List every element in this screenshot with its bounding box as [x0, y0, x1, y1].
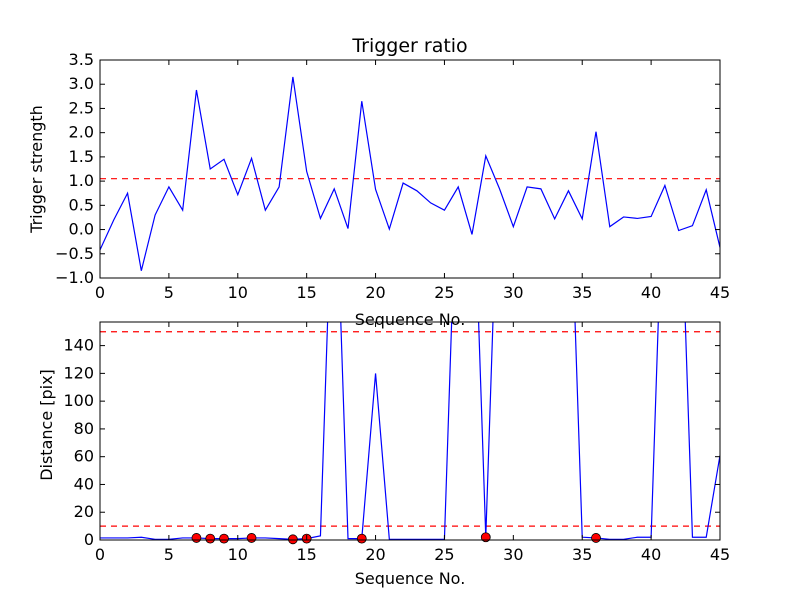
x-axis-ticks: 0 5 10 15 20 25 30 35 40 45 [95, 322, 730, 564]
x-tick-label: 15 [296, 283, 316, 302]
y-tick-label: 0 [84, 530, 94, 549]
series-line [100, 76, 720, 271]
x-tick-label: 40 [641, 545, 661, 564]
data-point-marker [591, 533, 601, 543]
x-tick-label: 15 [296, 545, 316, 564]
y-axis-ticks: 0 20 40 60 80 100 120 140 [63, 336, 720, 549]
y-tick-label: −1.0 [55, 268, 94, 287]
y-axis-label: Distance [pix] [37, 369, 56, 481]
y-tick-label: 2.0 [69, 123, 94, 142]
x-tick-label: 20 [365, 545, 385, 564]
data-point-marker [191, 533, 202, 543]
y-tick-label: 0.0 [69, 220, 94, 239]
series-group [100, 76, 720, 271]
x-axis-label: Sequence No. [355, 569, 466, 588]
y-tick-label: −0.5 [55, 244, 94, 263]
y-axis-ticks: −1.0 −0.5 0.0 0.5 1.0 1.5 2.0 2.5 3.0 3.5 [55, 50, 720, 287]
data-point-marker [205, 533, 216, 544]
x-tick-label: 45 [710, 545, 730, 564]
threshold-lines [100, 331, 720, 527]
x-tick-label: 35 [572, 283, 592, 302]
series-group [100, 322, 720, 540]
y-tick-label: 60 [74, 447, 94, 466]
x-tick-label: 35 [572, 545, 592, 564]
y-tick-label: 1.0 [69, 171, 94, 190]
y-tick-label: 80 [74, 419, 94, 438]
y-tick-label: 140 [63, 336, 94, 355]
y-tick-label: 1.5 [69, 147, 94, 166]
y-tick-label: 20 [74, 502, 94, 521]
y-tick-label: 3.5 [69, 50, 94, 69]
x-tick-label: 40 [641, 283, 661, 302]
data-point-marker [246, 533, 257, 543]
series-line [100, 322, 720, 540]
chart-title: Trigger ratio [351, 35, 467, 57]
x-tick-label: 30 [503, 283, 523, 302]
distance-chart: 0 5 10 15 20 25 30 35 40 45 0 20 40 60 80 100 120 140 Se… [37, 321, 730, 588]
plot-frame [99, 321, 721, 541]
x-tick-label: 30 [503, 545, 523, 564]
x-tick-label: 0 [95, 283, 105, 302]
y-tick-label: 40 [74, 474, 94, 493]
data-point-marker [219, 533, 229, 544]
y-tick-label: 100 [63, 391, 94, 410]
x-tick-label: 10 [228, 545, 248, 564]
x-tick-label: 25 [434, 283, 454, 302]
x-tick-label: 0 [95, 545, 105, 564]
x-axis-ticks: 0 5 10 15 20 25 30 35 40 45 [95, 60, 730, 302]
data-point-marker [287, 534, 298, 545]
y-tick-label: 120 [63, 363, 94, 382]
x-tick-label: 5 [164, 283, 174, 302]
x-tick-label: 10 [228, 283, 248, 302]
trigger-ratio-chart: Trigger ratio 0 5 10 15 20 25 30 35 40 45 −1.0 −0.… [27, 35, 730, 329]
x-tick-label: 5 [164, 545, 174, 564]
data-point-marker [356, 533, 367, 544]
data-point-marker [480, 532, 491, 543]
x-tick-label: 25 [434, 545, 454, 564]
x-axis-label: Sequence No. [355, 310, 466, 329]
x-tick-label: 45 [710, 283, 730, 302]
y-tick-label: 2.5 [69, 98, 94, 117]
y-axis-label: Trigger strength [27, 105, 46, 234]
y-tick-label: 3.0 [69, 74, 94, 93]
y-tick-label: 0.5 [69, 195, 94, 214]
plot-frame [99, 59, 721, 279]
x-tick-label: 20 [365, 283, 385, 302]
